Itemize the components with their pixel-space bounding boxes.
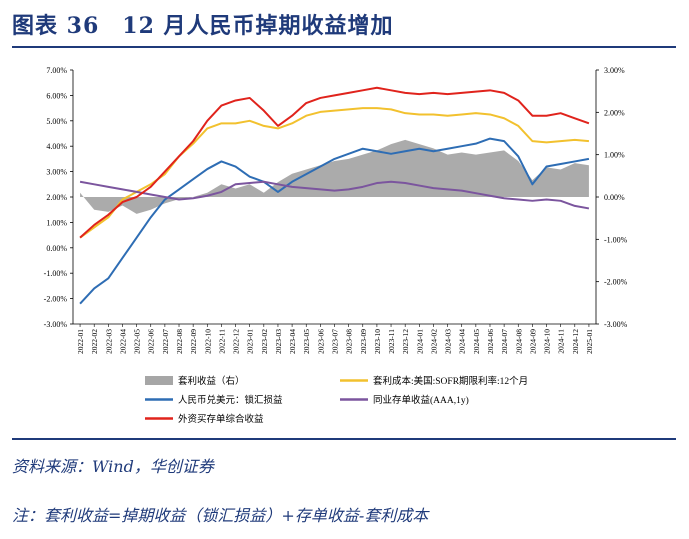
x-tick-label: 2023-05: [302, 329, 311, 354]
x-tick-label: 2025-01: [585, 329, 594, 354]
x-tick-label: 2024-06: [486, 329, 495, 354]
x-tick-label: 2024-02: [429, 329, 438, 354]
x-tick-label: 2023-01: [246, 329, 255, 354]
y-left-tick-label: -1.00%: [44, 269, 68, 278]
x-tick-label: 2024-04: [458, 329, 467, 354]
y-left-tick-label: 6.00%: [46, 91, 67, 100]
x-tick-label: 2022-02: [90, 329, 99, 354]
y-left-tick-label: 7.00%: [46, 66, 67, 75]
legend-label: 套利收益（右）: [178, 375, 245, 387]
y-right-tick-label: 0.00%: [604, 193, 625, 202]
x-tick-label: 2022-08: [175, 329, 184, 354]
x-tick-label: 2022-10: [203, 329, 212, 354]
legend-label: 套利成本:美国:SOFR期限利率:12个月: [373, 375, 528, 387]
y-left-tick-label: -2.00%: [44, 295, 68, 304]
x-tick-label: 2022-07: [161, 329, 170, 354]
x-tick-label: 2022-12: [232, 329, 241, 354]
x-tick-label: 2023-04: [288, 329, 297, 354]
x-tick-label: 2024-05: [472, 329, 481, 354]
x-tick-label: 2023-03: [274, 329, 283, 354]
y-left-tick-label: 0.00%: [46, 244, 67, 253]
x-tick-label: 2022-04: [118, 329, 127, 354]
x-tick-label: 2023-07: [331, 329, 340, 354]
x-tick-label: 2024-08: [514, 329, 523, 354]
x-tick-label: 2024-10: [543, 329, 552, 354]
x-tick-label: 2022-06: [147, 329, 156, 354]
x-tick-label: 2022-03: [104, 329, 113, 354]
y-left-tick-label: -3.00%: [44, 320, 68, 329]
y-right-tick-label: 1.00%: [604, 151, 625, 160]
line-layer: [79, 86, 590, 305]
figure-title: 图表 36 12 月人民币掉期收益增加: [12, 13, 394, 39]
x-tick-label: 2024-09: [528, 329, 537, 354]
axes-layer: -3.00% -2.00% -1.00% 0.00% 1.00% 2.00% 3.00% 4.…: [44, 66, 628, 354]
x-tick-label: 2024-01: [415, 329, 424, 354]
x-tick-label: 2024-11: [557, 329, 566, 354]
y-left-tick-label: 5.00%: [46, 117, 67, 126]
x-tick-label: 2024-12: [571, 329, 580, 354]
legend-swatch-area: [145, 376, 173, 385]
source-rule: [12, 438, 676, 440]
y-right-tick-label: -3.00%: [604, 320, 628, 329]
x-tick-label: 2023-12: [401, 329, 410, 354]
x-tick-label: 2022-11: [217, 329, 226, 354]
x-tick-label: 2024-03: [444, 329, 453, 354]
y-left-tick-label: 4.00%: [46, 142, 67, 151]
title-rule: [12, 46, 676, 48]
y-left-tick-label: 1.00%: [46, 218, 67, 227]
x-tick-label: 2022-05: [133, 329, 142, 354]
y-right-tick-label: 2.00%: [604, 108, 625, 117]
x-tick-label: 2023-02: [260, 329, 269, 354]
y-left-tick-label: 3.00%: [46, 168, 67, 177]
x-tick-label: 2024-07: [500, 329, 509, 354]
x-tick-label: 2022-01: [76, 329, 85, 354]
legend-label: 外资买存单综合收益: [178, 413, 264, 425]
x-tick-label: 2023-06: [316, 329, 325, 354]
legend-label: 同业存单收益(AAA,1y): [373, 394, 469, 406]
y-right-tick-label: 3.00%: [604, 66, 625, 75]
figure-header: 图表 36 12 月人民币掉期收益增加: [0, 0, 689, 48]
source-note: 资料来源：Wind，华创证券: [12, 457, 214, 476]
x-tick-label: 2023-09: [359, 329, 368, 354]
legend-label: 人民币兑美元：锁汇损益: [178, 394, 283, 406]
x-tick-label: 2023-11: [387, 329, 396, 354]
y-left-tick-label: 2.00%: [46, 193, 67, 202]
formula-note: 注：套利收益=掉期收益（锁汇损益）+存单收益-套利成本: [12, 506, 429, 525]
y-right-tick-label: -1.00%: [604, 235, 628, 244]
y-right-tick-label: -2.00%: [604, 278, 628, 287]
x-tick-label: 2023-10: [373, 329, 382, 354]
x-tick-label: 2023-08: [345, 329, 354, 354]
x-tick-label: 2022-09: [189, 329, 198, 354]
